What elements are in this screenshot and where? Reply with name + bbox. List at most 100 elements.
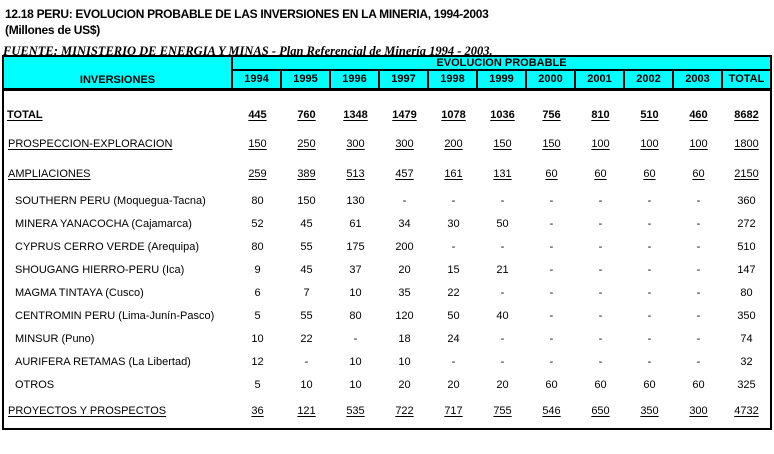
cell-value: 60 <box>545 378 558 391</box>
row-label: CENTROMIN PERU (Lima-Junín-Pasco) <box>15 309 215 322</box>
cell-value: - <box>402 194 407 207</box>
cell-value: 50 <box>496 217 509 230</box>
cell-value: - <box>598 217 603 230</box>
table-row: AMPLIACIONES 259 389 513 457 161 131 60 60 60 60 21… <box>4 159 770 189</box>
cell-value: - <box>451 240 456 253</box>
column-header-2001: 2001 <box>576 71 625 88</box>
table-body: TOTAL 445 760 1348 1479 1078 1036 756 810 510 460 8… <box>4 91 770 428</box>
cell-value: 200 <box>444 138 463 150</box>
cell-value: 445 <box>248 109 267 121</box>
cell-value: 60 <box>545 168 558 180</box>
cell-value: 9 <box>254 263 261 276</box>
cell-value: 1036 <box>490 109 515 121</box>
row-label: TOTAL <box>7 109 43 121</box>
cell-value: 259 <box>248 168 267 180</box>
cell-value: - <box>500 355 505 368</box>
cell-value: 1479 <box>392 109 417 121</box>
row-label: SOUTHERN PERU (Moquegua-Tacna) <box>15 194 206 207</box>
cell-value: 535 <box>346 405 365 417</box>
row-label: OTROS <box>15 378 55 391</box>
table-row: MINSUR (Puno) 10 22 - 18 24 - - - - - 74 <box>4 327 770 350</box>
cell-value: 15 <box>447 263 460 276</box>
cell-value: 360 <box>737 194 756 207</box>
table-row: PROSPECCION-EXPLORACION 150 250 300 300 200 15… <box>4 129 770 159</box>
cell-value: - <box>500 194 505 207</box>
cell-value: 34 <box>398 217 411 230</box>
cell-value: 150 <box>248 138 267 150</box>
row-label: MAGMA TINTAYA (Cusco) <box>15 286 144 299</box>
cell-value: 100 <box>689 138 708 150</box>
cell-value: 120 <box>395 309 414 322</box>
cell-value: 50 <box>447 309 460 322</box>
cell-value: 10 <box>349 378 362 391</box>
cell-value: 60 <box>692 168 705 180</box>
cell-value: - <box>598 240 603 253</box>
table-header: INVERSIONES EVOLUCION PROBABLE 1994 1995 1… <box>4 57 770 91</box>
cell-value: - <box>647 263 652 276</box>
cell-value: 10 <box>398 355 411 368</box>
cell-value: 45 <box>300 263 313 276</box>
cell-value: 18 <box>398 332 411 345</box>
column-header-total: TOTAL <box>728 73 765 85</box>
cell-value: - <box>647 309 652 322</box>
cell-value: - <box>696 217 701 230</box>
cell-value: - <box>500 240 505 253</box>
cell-value: - <box>598 286 603 299</box>
cell-value: 10 <box>300 378 313 391</box>
cell-value: 350 <box>737 309 756 322</box>
cell-value: - <box>598 194 603 207</box>
page-subtitle: (Millones de US$) <box>5 23 100 37</box>
inversiones-column-header: INVERSIONES <box>4 57 233 88</box>
row-label: AURIFERA RETAMAS (La Libertad) <box>15 355 191 368</box>
cell-value: - <box>647 217 652 230</box>
cell-value: - <box>549 286 554 299</box>
cell-value: 10 <box>349 355 362 368</box>
cell-value: 150 <box>542 138 561 150</box>
cell-value: - <box>598 332 603 345</box>
cell-value: - <box>500 286 505 299</box>
cell-value: - <box>696 263 701 276</box>
cell-value: - <box>696 332 701 345</box>
cell-value: 300 <box>346 138 365 150</box>
cell-value: 389 <box>297 168 316 180</box>
cell-value: 150 <box>493 138 512 150</box>
cell-value: 513 <box>346 168 365 180</box>
cell-value: 130 <box>346 194 365 207</box>
table-row: MAGMA TINTAYA (Cusco) 6 7 10 35 22 - - - - - 80 <box>4 281 770 304</box>
cell-value: 60 <box>692 378 705 391</box>
cell-value: 7 <box>303 286 310 299</box>
cell-value: 457 <box>395 168 414 180</box>
cell-value: 272 <box>737 217 756 230</box>
cell-value: 175 <box>346 240 365 253</box>
cell-value: - <box>451 194 456 207</box>
cell-value: - <box>549 309 554 322</box>
column-header-1996: 1996 <box>331 71 380 88</box>
cell-value: 20 <box>398 263 411 276</box>
cell-value: 45 <box>300 217 313 230</box>
cell-value: 2150 <box>734 168 759 180</box>
cell-value: 10 <box>251 332 264 345</box>
cell-value: - <box>598 309 603 322</box>
cell-value: 37 <box>349 263 362 276</box>
cell-value: 460 <box>689 109 708 121</box>
cell-value: 100 <box>591 138 610 150</box>
row-label: PROYECTOS Y PROSPECTOS <box>8 405 167 417</box>
cell-value: - <box>500 332 505 345</box>
cell-value: - <box>647 194 652 207</box>
cell-value: 1348 <box>343 109 368 121</box>
cell-value: - <box>549 355 554 368</box>
table-row: SHOUGANG HIERRO-PERU (Ica) 9 45 37 20 15 21 - - -… <box>4 258 770 281</box>
cell-value: 80 <box>740 286 753 299</box>
row-label: CYPRUS CERRO VERDE (Arequipa) <box>15 240 199 253</box>
cell-value: - <box>549 263 554 276</box>
cell-value: - <box>696 355 701 368</box>
cell-value: - <box>647 332 652 345</box>
cell-value: 150 <box>297 194 316 207</box>
page-title: 12.18 PERU: EVOLUCION PROBABLE DE LAS IN… <box>5 7 489 21</box>
cell-value: 61 <box>349 217 362 230</box>
cell-value: - <box>598 355 603 368</box>
cell-value: - <box>696 240 701 253</box>
cell-value: 10 <box>349 286 362 299</box>
source-footnote: FUENTE: MINISTERIO DE ENERGIA Y MINAS - … <box>3 44 493 58</box>
cell-value: - <box>647 286 652 299</box>
